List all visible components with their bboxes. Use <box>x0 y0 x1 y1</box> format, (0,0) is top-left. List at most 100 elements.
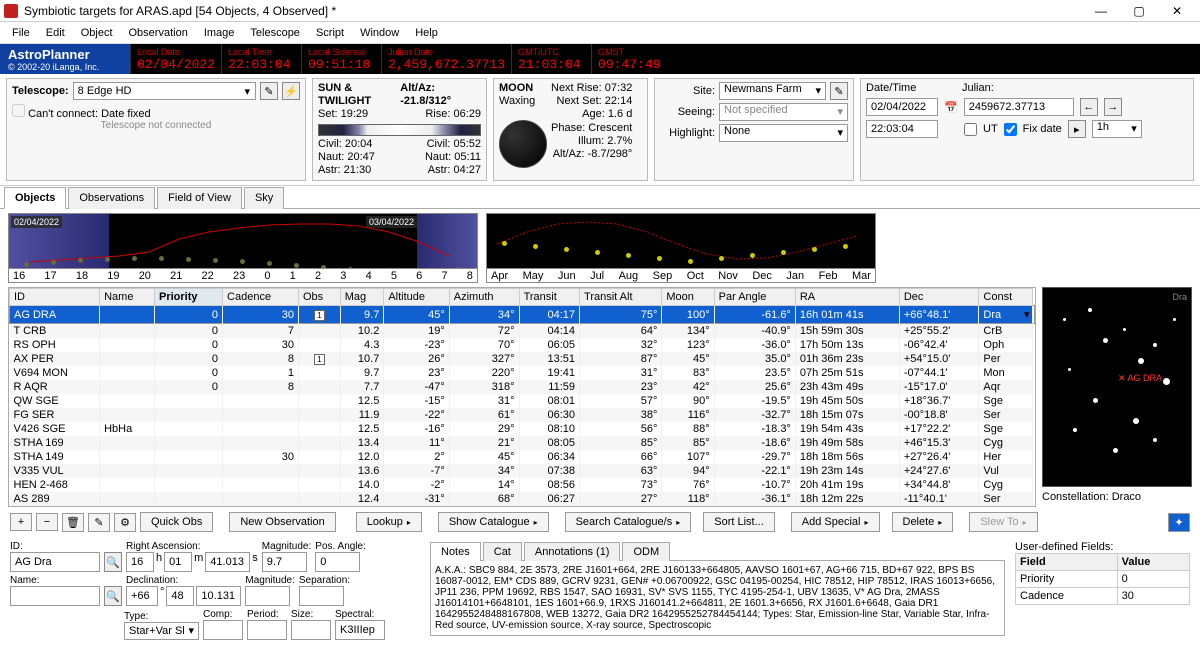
quick-obs-button[interactable]: Quick Obs <box>140 512 213 532</box>
calendar-icon[interactable]: 📅 <box>944 101 958 114</box>
menu-edit[interactable]: Edit <box>38 25 73 41</box>
notes-tab[interactable]: Annotations (1) <box>524 542 621 561</box>
time-input[interactable] <box>866 120 938 138</box>
table-row[interactable]: FG SER11.9-22°61°06:3038°116°-32.7°18h 1… <box>10 408 1035 422</box>
site-select[interactable]: Newmans Farm <box>719 82 826 100</box>
seeing-select[interactable]: Not specified <box>719 103 848 121</box>
table-row[interactable]: AG DRA03019.745°34°04:1775°100°-61.6°16h… <box>10 306 1035 324</box>
date-next-button[interactable]: → <box>1104 98 1122 116</box>
tab-sky[interactable]: Sky <box>244 187 284 209</box>
col-transit-alt[interactable]: Transit Alt <box>580 289 662 306</box>
name-lookup-button[interactable]: 🔍 <box>104 586 122 606</box>
menu-file[interactable]: File <box>4 25 38 41</box>
dec-m-input[interactable] <box>166 586 194 606</box>
menu-window[interactable]: Window <box>352 25 407 41</box>
menu-script[interactable]: Script <box>308 25 352 41</box>
menu-telescope[interactable]: Telescope <box>242 25 308 41</box>
col-cadence[interactable]: Cadence <box>223 289 299 306</box>
period-input[interactable] <box>247 620 287 640</box>
step-select[interactable]: 1h <box>1092 120 1142 138</box>
ut-checkbox[interactable] <box>964 123 977 136</box>
table-row[interactable]: V426 SGEHbHa12.5-16°29°08:1056°88°-18.3°… <box>10 422 1035 436</box>
id-lookup-button[interactable]: 🔍 <box>104 552 122 572</box>
date-prev-button[interactable]: ← <box>1080 98 1098 116</box>
minimize-button[interactable]: — <box>1082 1 1120 21</box>
show-catalogue-button[interactable]: Show Catalogue <box>438 512 549 532</box>
table-row[interactable]: AS 28912.4-31°68°06:2727°118°-36.1°18h 1… <box>10 492 1035 506</box>
dec-d-input[interactable] <box>126 586 158 606</box>
date-input[interactable] <box>866 98 938 116</box>
id-input[interactable] <box>10 552 100 572</box>
delete-button-icon[interactable]: 🗑 <box>62 513 84 532</box>
telescope-connect-button[interactable]: ⚡ <box>282 82 300 100</box>
col-name[interactable]: Name <box>100 289 155 306</box>
ra-m-input[interactable] <box>164 552 192 572</box>
type-select[interactable]: Star+Var Sl <box>124 622 199 640</box>
menu-help[interactable]: Help <box>407 25 446 41</box>
name-input[interactable] <box>10 586 100 606</box>
table-row[interactable]: V335 VUL13.6-7°34°07:3863°94°-22.1°19h 2… <box>10 464 1035 478</box>
table-row[interactable]: STHA 1493012.02°45°06:3466°107°-29.7°18h… <box>10 450 1035 464</box>
add-button[interactable]: + <box>10 513 32 531</box>
highlight-select[interactable]: None <box>719 124 848 142</box>
menu-object[interactable]: Object <box>73 25 121 41</box>
col-moon[interactable]: Moon <box>662 289 714 306</box>
objects-table[interactable]: IDNamePriorityCadenceObsMagAltitudeAzimu… <box>8 287 1036 507</box>
constellation-map[interactable]: Dra ✕ AG DRA <box>1042 287 1192 487</box>
table-row[interactable]: QW SGE12.5-15°31°08:0157°90°-19.5°19h 45… <box>10 394 1035 408</box>
spectral-input[interactable] <box>335 620 385 640</box>
table-row[interactable]: R AQR087.7-47°318°11:5923°42°25.6°23h 43… <box>10 380 1035 394</box>
fixdate-checkbox[interactable] <box>1004 123 1017 136</box>
settings-button[interactable]: ⚙ <box>114 513 136 532</box>
table-row[interactable]: HEN 2-46814.0-2°14°08:5673°76°-10.7°20h … <box>10 478 1035 492</box>
delete-button[interactable]: Delete <box>892 512 954 532</box>
altitude-timeline-chart[interactable]: 02/04/2022 03/04/2022 161718192021222301… <box>8 213 478 283</box>
close-button[interactable]: ✕ <box>1158 1 1196 21</box>
separation-input[interactable] <box>299 586 344 606</box>
comp-input[interactable] <box>203 620 243 640</box>
lookup-button[interactable]: Lookup <box>356 512 422 532</box>
edit-button-icon[interactable]: ✎ <box>88 513 110 532</box>
tab-observations[interactable]: Observations <box>68 187 155 209</box>
notes-tab[interactable]: ODM <box>622 542 670 561</box>
magnitude-input[interactable] <box>262 552 307 572</box>
pos-angle-input[interactable] <box>315 552 360 572</box>
search-catalogue-button[interactable]: Search Catalogue/s <box>565 512 692 532</box>
telescope-edit-button[interactable]: ✎ <box>260 82 278 100</box>
col-priority[interactable]: Priority <box>155 289 223 306</box>
col-par-angle[interactable]: Par Angle <box>714 289 795 306</box>
table-row[interactable]: V694 MON019.723°220°19:4131°83°23.5°07h … <box>10 366 1035 380</box>
ra-h-input[interactable] <box>126 552 154 572</box>
notes-tab[interactable]: Notes <box>430 542 481 561</box>
new-observation-button[interactable]: New Observation <box>229 512 335 532</box>
udf-row[interactable]: Priority0 <box>1016 571 1190 588</box>
col-id[interactable]: ID <box>10 289 100 306</box>
sort-list-button[interactable]: Sort List... <box>703 512 775 532</box>
julian-input[interactable] <box>964 98 1074 116</box>
menu-image[interactable]: Image <box>196 25 243 41</box>
dec-s-input[interactable] <box>196 586 241 606</box>
ra-s-input[interactable] <box>205 552 250 572</box>
notes-text[interactable]: A.K.A.: SBC9 884, 2E 3573, 2RE J1601+664… <box>430 561 1005 636</box>
table-row[interactable]: STHA 16913.411°21°08:0585°85°-18.6°19h 4… <box>10 436 1035 450</box>
table-row[interactable]: AX PER08110.726°327°13:5187°45°35.0°01h … <box>10 352 1035 366</box>
magnitude2-input[interactable] <box>245 586 290 606</box>
play-button[interactable]: ▸ <box>1068 120 1086 138</box>
notes-tab[interactable]: Cat <box>483 542 522 561</box>
col-azimuth[interactable]: Azimuth <box>449 289 519 306</box>
menu-observation[interactable]: Observation <box>121 25 196 41</box>
col-ra[interactable]: RA <box>795 289 899 306</box>
site-edit-button[interactable]: ✎ <box>830 82 848 100</box>
size-input[interactable] <box>291 620 331 640</box>
yearly-visibility-chart[interactable]: AprMayJunJulAugSepOctNovDecJanFebMar <box>486 213 876 283</box>
tab-objects[interactable]: Objects <box>4 187 66 209</box>
add-special-button[interactable]: Add Special <box>791 512 880 532</box>
udf-row[interactable]: Cadence30 <box>1016 588 1190 605</box>
col-dec[interactable]: Dec <box>899 289 979 306</box>
col-mag[interactable]: Mag <box>340 289 384 306</box>
remove-button[interactable]: − <box>36 513 58 531</box>
table-row[interactable]: RS OPH0304.3-23°70°06:0532°123°-36.0°17h… <box>10 338 1035 352</box>
col-altitude[interactable]: Altitude <box>384 289 449 306</box>
telescope-select[interactable]: 8 Edge HD <box>73 82 256 100</box>
table-row[interactable]: T CRB0710.219°72°04:1464°134°-40.9°15h 5… <box>10 324 1035 339</box>
